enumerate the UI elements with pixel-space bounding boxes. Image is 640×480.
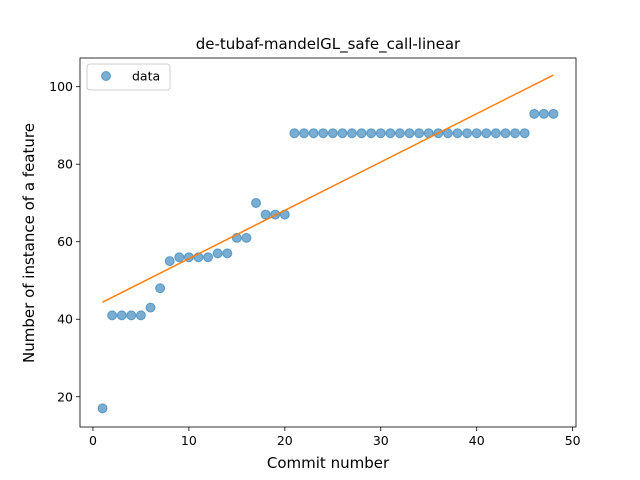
data-point — [203, 252, 214, 263]
data-point — [481, 128, 492, 139]
plot-area — [97, 74, 559, 414]
data-point — [260, 209, 271, 220]
data-point — [135, 310, 146, 321]
data-point — [145, 302, 156, 313]
data-point — [308, 128, 319, 139]
data-point — [366, 128, 377, 139]
data-point — [346, 128, 357, 139]
data-point — [174, 252, 185, 263]
y-tick-label: 100 — [49, 79, 73, 94]
y-tick-label: 80 — [57, 157, 73, 172]
legend-marker-data — [101, 71, 111, 81]
legend-label-data: data — [132, 69, 160, 84]
data-point — [538, 108, 549, 119]
data-point — [212, 248, 223, 259]
data-point — [251, 197, 262, 208]
axes: 0 10 20 30 40 50 20 40 60 80 100 — [49, 57, 581, 448]
y-axis-title: Number of instance of a feature — [20, 123, 38, 363]
data-point — [155, 283, 166, 294]
data-point — [548, 108, 559, 119]
x-tick-label: 50 — [565, 433, 581, 448]
chart-title: de-tubaf-mandelGL_safe_call-linear — [196, 35, 461, 54]
data-point — [462, 128, 473, 139]
data-point — [500, 128, 511, 139]
data-point — [490, 128, 501, 139]
y-tick-label: 20 — [57, 389, 73, 404]
data-point — [375, 128, 386, 139]
data-point — [241, 232, 252, 243]
data-point — [337, 128, 348, 139]
x-tick-label: 0 — [89, 433, 97, 448]
x-axis-title: Commit number — [267, 454, 390, 472]
data-point — [299, 128, 310, 139]
data-point — [452, 128, 463, 139]
legend-box — [86, 63, 171, 91]
data-point — [356, 128, 367, 139]
y-tick-label: 60 — [57, 234, 73, 249]
data-point — [471, 128, 482, 139]
y-tick-label: 40 — [57, 312, 73, 327]
data-point — [318, 128, 329, 139]
data-point — [404, 128, 415, 139]
axes-frame — [79, 57, 577, 428]
x-tick-label: 20 — [277, 433, 293, 448]
data-point — [327, 128, 338, 139]
data-point — [394, 128, 405, 139]
data-point — [97, 403, 108, 414]
data-point — [519, 128, 530, 139]
data-point — [414, 128, 425, 139]
data-point — [289, 128, 300, 139]
data-point — [164, 256, 175, 267]
data-point — [385, 128, 396, 139]
x-tick-label: 40 — [469, 433, 485, 448]
fit-line — [102, 74, 554, 303]
x-tick-label: 10 — [181, 433, 197, 448]
data-point — [529, 108, 540, 119]
data-point — [116, 310, 127, 321]
data-point — [107, 310, 118, 321]
data-point — [222, 248, 233, 259]
legend: data — [86, 63, 171, 91]
data-point — [510, 128, 521, 139]
data-point — [126, 310, 137, 321]
x-tick-label: 30 — [373, 433, 389, 448]
